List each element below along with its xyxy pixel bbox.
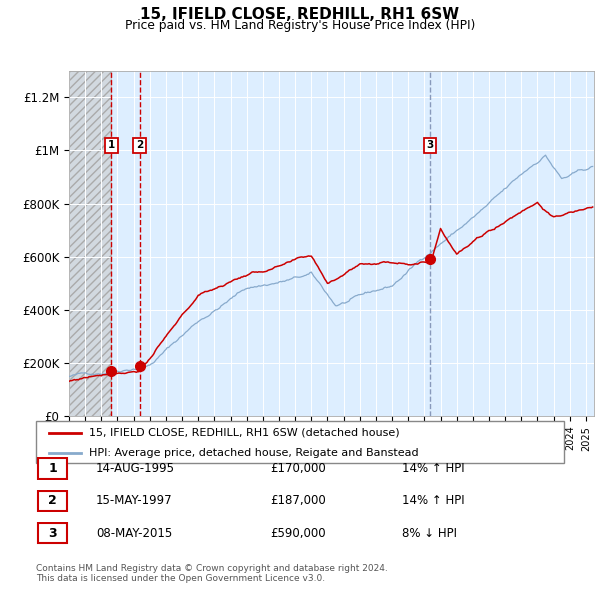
Text: 14% ↑ HPI: 14% ↑ HPI xyxy=(402,494,464,507)
Text: 8% ↓ HPI: 8% ↓ HPI xyxy=(402,527,457,540)
Text: 14% ↑ HPI: 14% ↑ HPI xyxy=(402,462,464,475)
Text: Contains HM Land Registry data © Crown copyright and database right 2024.
This d: Contains HM Land Registry data © Crown c… xyxy=(36,563,388,583)
Text: 15, IFIELD CLOSE, REDHILL, RH1 6SW: 15, IFIELD CLOSE, REDHILL, RH1 6SW xyxy=(140,7,460,22)
Text: 08-MAY-2015: 08-MAY-2015 xyxy=(96,527,172,540)
Text: 15, IFIELD CLOSE, REDHILL, RH1 6SW (detached house): 15, IFIELD CLOSE, REDHILL, RH1 6SW (deta… xyxy=(89,428,400,438)
Text: 2: 2 xyxy=(136,140,143,150)
FancyBboxPatch shape xyxy=(36,421,564,463)
Bar xyxy=(69,71,112,416)
FancyBboxPatch shape xyxy=(38,523,67,543)
Text: HPI: Average price, detached house, Reigate and Banstead: HPI: Average price, detached house, Reig… xyxy=(89,448,418,457)
Text: 15-MAY-1997: 15-MAY-1997 xyxy=(96,494,173,507)
Text: Price paid vs. HM Land Registry's House Price Index (HPI): Price paid vs. HM Land Registry's House … xyxy=(125,19,475,32)
Text: 3: 3 xyxy=(48,527,57,540)
Text: 14-AUG-1995: 14-AUG-1995 xyxy=(96,462,175,475)
Text: 1: 1 xyxy=(48,462,57,475)
Text: 1: 1 xyxy=(107,140,115,150)
Text: 3: 3 xyxy=(427,140,434,150)
Text: £590,000: £590,000 xyxy=(270,527,326,540)
Text: £187,000: £187,000 xyxy=(270,494,326,507)
Text: £170,000: £170,000 xyxy=(270,462,326,475)
Bar xyxy=(69,71,112,416)
FancyBboxPatch shape xyxy=(38,458,67,478)
FancyBboxPatch shape xyxy=(38,491,67,511)
Text: 2: 2 xyxy=(48,494,57,507)
